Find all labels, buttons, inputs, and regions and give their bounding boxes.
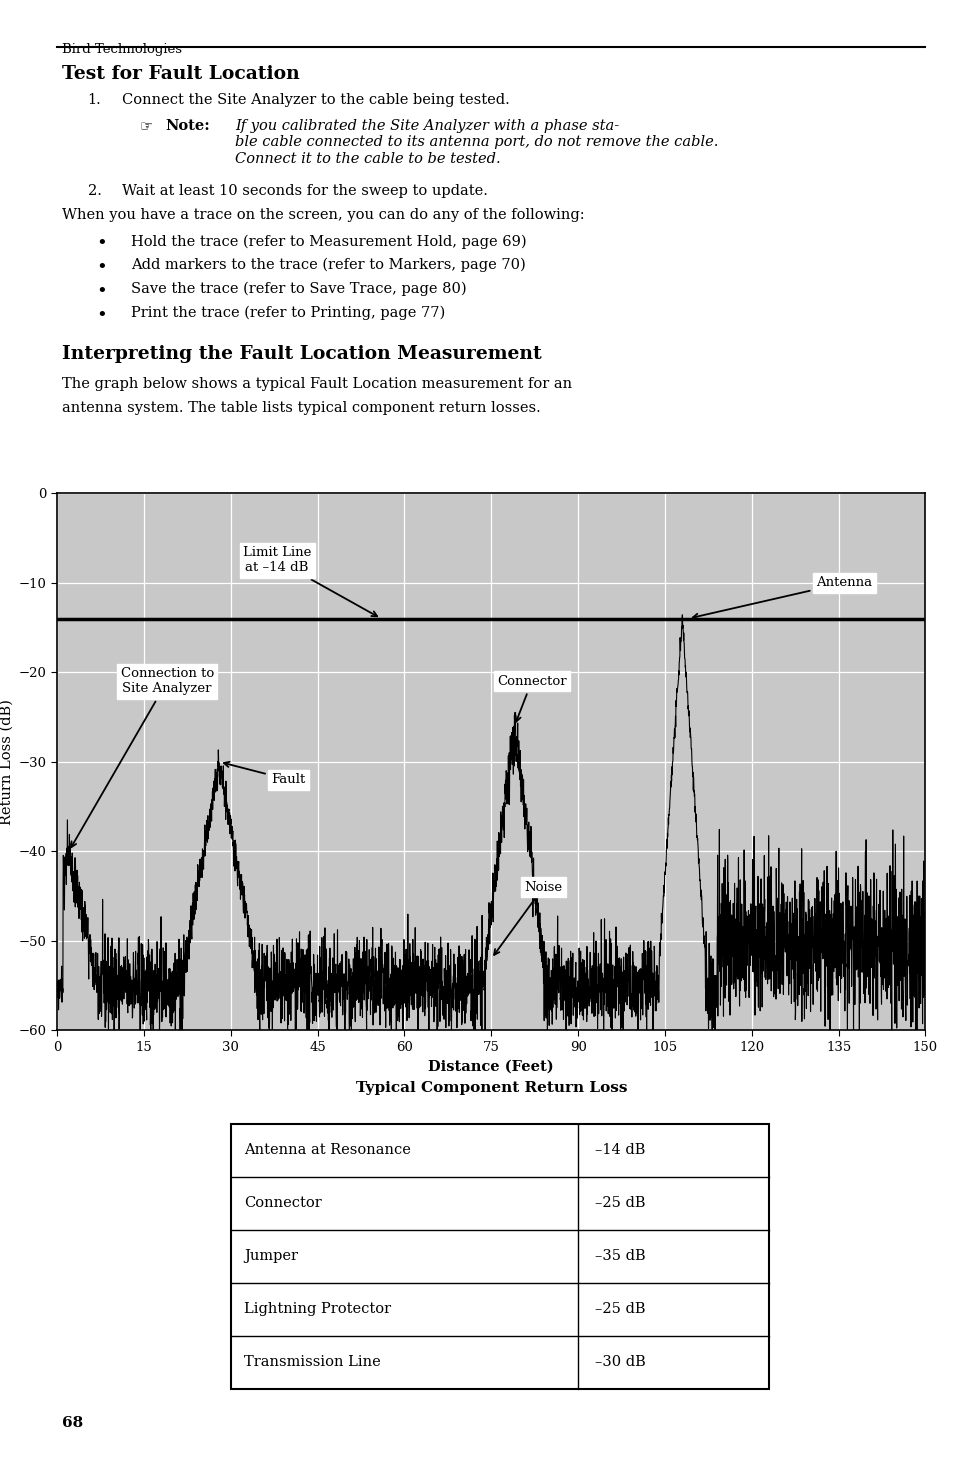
Point [225, 1221, 236, 1239]
Text: If you calibrated the Site Analyzer with a phase sta-
ble cable connected to its: If you calibrated the Site Analyzer with… [235, 119, 718, 165]
Text: Connect the Site Analyzer to the cable being tested.: Connect the Site Analyzer to the cable b… [122, 93, 510, 108]
Text: Bird Technologies: Bird Technologies [62, 43, 181, 56]
Text: •: • [96, 235, 107, 252]
Text: Typical Component Return Loss: Typical Component Return Loss [355, 1081, 626, 1094]
Text: Antenna at Resonance: Antenna at Resonance [244, 1143, 411, 1158]
Point [225, 1168, 236, 1186]
Point [572, 1379, 583, 1397]
Text: Interpreting the Fault Location Measurement: Interpreting the Fault Location Measurem… [62, 345, 540, 363]
Text: •: • [96, 282, 107, 299]
Bar [231, 1124, 768, 1388]
Text: Connector: Connector [497, 674, 566, 721]
Text: Note:: Note: [166, 119, 211, 133]
Text: •: • [96, 305, 107, 324]
Text: 2.: 2. [88, 184, 101, 198]
Text: –35 dB: –35 dB [595, 1249, 645, 1263]
Point [572, 1115, 583, 1133]
Point [762, 1168, 774, 1186]
Text: Fault: Fault [224, 761, 306, 786]
Text: Transmission Line: Transmission Line [244, 1356, 380, 1369]
Text: •: • [96, 258, 107, 276]
Text: Wait at least 10 seconds for the sweep to update.: Wait at least 10 seconds for the sweep t… [122, 184, 488, 198]
Text: Noise: Noise [494, 881, 562, 954]
Text: Print the trace (refer to Printing, page 77): Print the trace (refer to Printing, page… [131, 305, 445, 320]
Text: –30 dB: –30 dB [595, 1356, 645, 1369]
Text: 1.: 1. [88, 93, 101, 108]
Point [225, 1274, 236, 1292]
Text: Connector: Connector [244, 1196, 321, 1210]
Text: –25 dB: –25 dB [595, 1196, 645, 1210]
Text: Lightning Protector: Lightning Protector [244, 1302, 391, 1316]
Point [762, 1274, 774, 1292]
X-axis label: Distance (Feet): Distance (Feet) [428, 1059, 554, 1074]
Text: Connection to
Site Analyzer: Connection to Site Analyzer [71, 667, 213, 847]
Text: Antenna: Antenna [692, 577, 871, 620]
Text: –14 dB: –14 dB [595, 1143, 645, 1158]
Text: When you have a trace on the screen, you can do any of the following:: When you have a trace on the screen, you… [62, 208, 583, 223]
Text: 68: 68 [62, 1416, 83, 1429]
Text: Add markers to the trace (refer to Markers, page 70): Add markers to the trace (refer to Marke… [131, 258, 525, 273]
Text: Limit Line
at –14 dB: Limit Line at –14 dB [243, 546, 376, 617]
Text: antenna system. The table lists typical component return losses.: antenna system. The table lists typical … [62, 401, 539, 416]
Point [762, 1328, 774, 1345]
Y-axis label: Return Loss (dB): Return Loss (dB) [0, 699, 13, 825]
Text: ☞: ☞ [139, 119, 152, 134]
Point [225, 1328, 236, 1345]
Text: Save the trace (refer to Save Trace, page 80): Save the trace (refer to Save Trace, pag… [131, 282, 466, 296]
Text: Jumper: Jumper [244, 1249, 297, 1263]
Text: Hold the trace (refer to Measurement Hold, page 69): Hold the trace (refer to Measurement Hol… [131, 235, 526, 249]
Text: –25 dB: –25 dB [595, 1302, 645, 1316]
Point [762, 1221, 774, 1239]
Text: Test for Fault Location: Test for Fault Location [62, 65, 299, 83]
Text: The graph below shows a typical Fault Location measurement for an: The graph below shows a typical Fault Lo… [62, 378, 571, 391]
